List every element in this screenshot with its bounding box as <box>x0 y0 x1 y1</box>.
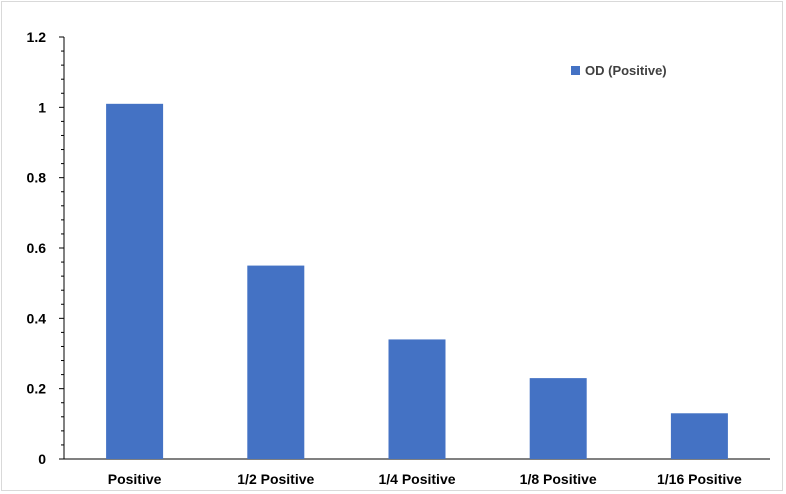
bar <box>247 265 305 459</box>
x-tick-label: 1/8 Positive <box>520 471 597 487</box>
y-axis: 0 0.2 0.4 0.6 0.8 1 1.2 <box>27 29 65 467</box>
bar <box>388 339 446 459</box>
y-tick-label: 0.6 <box>27 240 47 256</box>
bars-group <box>106 103 728 460</box>
legend-swatch <box>571 66 580 75</box>
x-axis: Positive 1/2 Positive 1/4 Positive 1/8 Posi… <box>64 458 770 487</box>
x-tick-label: Positive <box>108 471 162 487</box>
x-tick-label: 1/16 Positive <box>657 471 742 487</box>
bar <box>529 378 587 459</box>
y-tick-label: 0.8 <box>27 170 47 186</box>
y-tick-label: 0.4 <box>27 310 47 326</box>
y-tick-label: 0 <box>38 451 46 467</box>
x-tick-label: 1/4 Positive <box>378 471 455 487</box>
legend: OD (Positive) <box>571 63 667 78</box>
y-tick-label: 1.2 <box>27 29 47 45</box>
x-tick-label: 1/2 Positive <box>237 471 314 487</box>
bar <box>106 103 164 460</box>
legend-label: OD (Positive) <box>585 63 667 78</box>
y-tick-label: 1 <box>38 99 46 115</box>
y-tick-label: 0.2 <box>27 381 47 397</box>
bar <box>670 413 728 459</box>
